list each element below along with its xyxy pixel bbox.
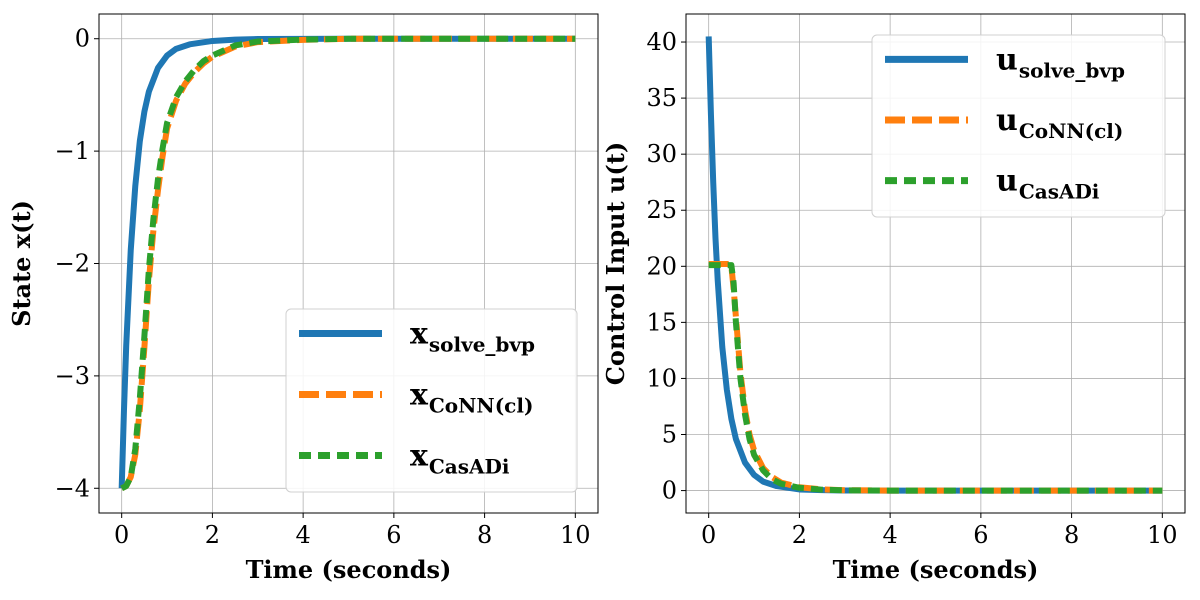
y-tick-label: −3 (55, 362, 90, 390)
y-tick-label: −2 (55, 250, 90, 278)
state-plot: 0 2 4 6 8 10 0 −1 −2 −3 −4 Time (seconds) State x(t)… (7, 13, 599, 584)
y-tick-label: 40 (646, 28, 677, 56)
y-tick-label: 30 (646, 140, 677, 168)
x-tick-label: 10 (560, 521, 591, 549)
control-input-plot: 0 2 4 6 8 10 0 5 10 15 20 25 30 35 40 Time (seconds) Con… (601, 13, 1186, 584)
y-tick-label: 25 (646, 196, 677, 224)
x-tick-label: 2 (205, 521, 220, 549)
series-line-dotted (708, 262, 1163, 494)
y-axis-label: State x(t) (7, 200, 36, 327)
y-axis-label: Control Input u(t) (601, 142, 630, 385)
y-tick-label: 5 (662, 421, 677, 449)
y-tick-label: 0 (75, 25, 90, 53)
x-tick-label: 6 (386, 521, 401, 549)
x-tick-label: 10 (1147, 521, 1178, 549)
x-tick-label: 0 (114, 521, 129, 549)
legend-box (285, 308, 578, 493)
x-axis-label: Time (seconds) (246, 555, 452, 584)
y-tick-label: 15 (646, 308, 677, 336)
legend: usolve_bvp uCoNN(cl) uCasADi (871, 34, 1166, 218)
axes-frame (685, 13, 1186, 514)
x-tick-label: 4 (882, 521, 897, 549)
series-group (705, 36, 1163, 494)
x-tick-label: 0 (701, 521, 716, 549)
legend-label: uCasADi (996, 164, 1100, 204)
legend-box (871, 34, 1166, 218)
legend-label: uCoNN(cl) (996, 103, 1123, 143)
y-tick-label: −1 (55, 137, 90, 165)
x-tick-label: 4 (295, 521, 310, 549)
y-tick-label: 20 (646, 252, 677, 280)
legend-label: xCasADi (410, 439, 510, 479)
legend-label: usolve_bvp (996, 42, 1125, 82)
series-line-dotted (120, 35, 576, 491)
y-tick-label: 0 (662, 477, 677, 505)
legend-label: xsolve_bvp (410, 317, 535, 357)
x-tick-label: 8 (477, 521, 492, 549)
y-tick-label: 35 (646, 84, 677, 112)
series-group (118, 35, 576, 491)
y-tick-label: −4 (55, 474, 90, 502)
legend-label: xCoNN(cl) (410, 378, 533, 418)
x-tick-label: 6 (973, 521, 988, 549)
x-tick-label: 8 (1064, 521, 1079, 549)
x-axis-label: Time (seconds) (833, 555, 1039, 584)
x-tick-label: 2 (792, 521, 807, 549)
y-tick-label: 10 (646, 364, 677, 392)
series-line-solid (118, 35, 576, 489)
legend: xsolve_bvp xCoNN(cl) xCasADi (285, 308, 578, 493)
